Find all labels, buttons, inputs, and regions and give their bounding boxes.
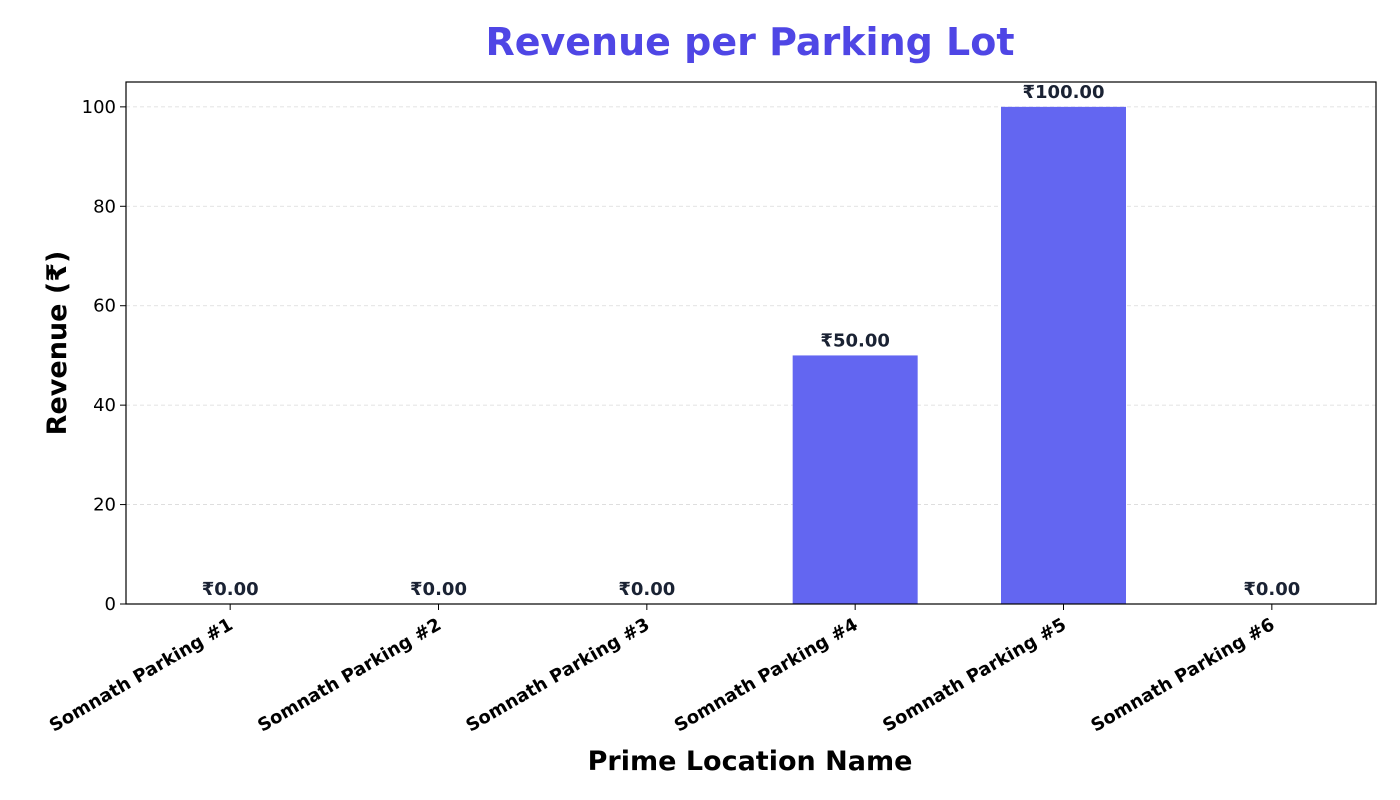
- x-axis-label: Prime Location Name: [588, 746, 913, 777]
- data-label: ₹0.00: [410, 579, 467, 600]
- y-tick-label: 80: [93, 196, 116, 217]
- data-label: ₹100.00: [1023, 82, 1105, 103]
- x-tick-label: Somnath Parking #4: [671, 614, 862, 736]
- bars: [792, 106, 1126, 604]
- y-tick-label: 100: [82, 97, 116, 118]
- x-tick-label: Somnath Parking #2: [254, 614, 445, 736]
- grid-lines: [126, 106, 1376, 605]
- data-label: ₹50.00: [820, 330, 889, 351]
- y-tick-label: 0: [105, 594, 116, 615]
- x-tick-label: Somnath Parking #5: [879, 614, 1070, 736]
- data-label: ₹0.00: [202, 579, 259, 600]
- bar: [792, 355, 918, 604]
- x-tick-label: Somnath Parking #6: [1088, 614, 1279, 736]
- bar: [1001, 106, 1126, 604]
- x-axis-ticks: Somnath Parking #1 Somnath Parking #2 Somn…: [46, 604, 1278, 736]
- plot-frame: [125, 81, 1377, 605]
- x-tick-label: Somnath Parking #1: [46, 614, 237, 736]
- data-labels: ₹0.00 ₹0.00 ₹0.00 ₹50.00 ₹100.00 ₹0.00: [202, 82, 1301, 600]
- y-tick-label: 20: [93, 495, 116, 516]
- y-tick-label: 40: [93, 395, 116, 416]
- data-label: ₹0.00: [1243, 579, 1300, 600]
- chart-title: Revenue per Parking Lot: [485, 20, 1014, 64]
- y-tick-label: 60: [93, 296, 116, 317]
- y-axis-label: Revenue (₹): [42, 251, 73, 436]
- y-axis-ticks: 0 20 40 60 80 100: [82, 97, 126, 615]
- x-tick-label: Somnath Parking #3: [463, 614, 654, 736]
- data-label: ₹0.00: [618, 579, 675, 600]
